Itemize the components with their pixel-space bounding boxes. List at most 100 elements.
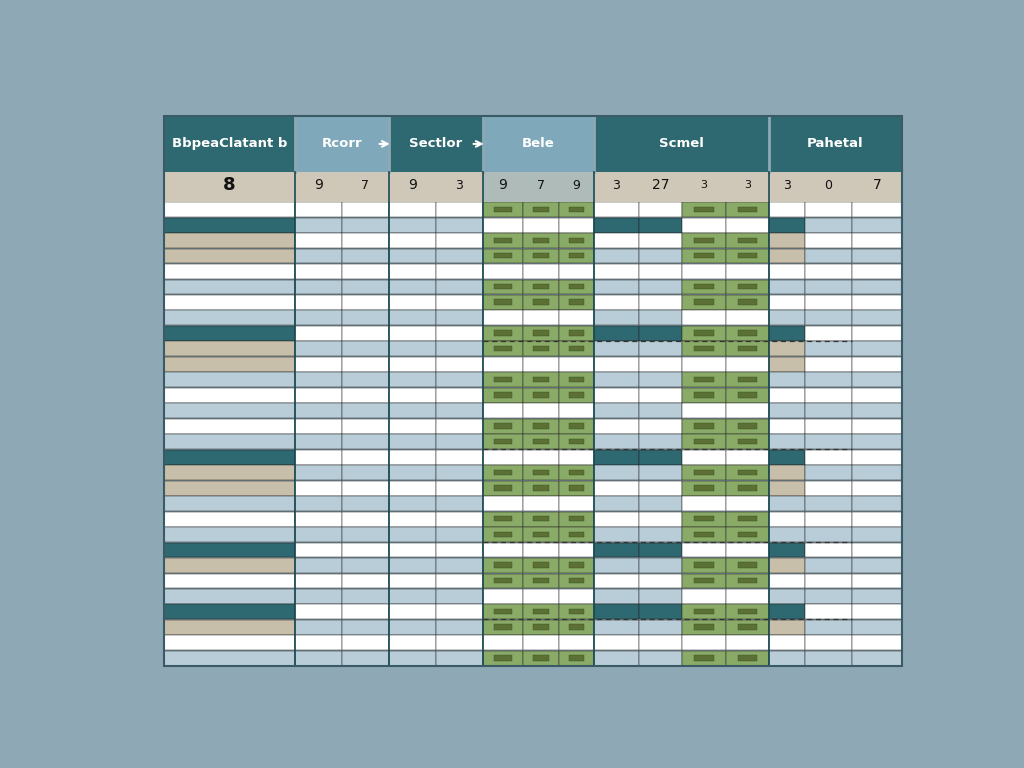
- Bar: [682, 202, 726, 217]
- Bar: [559, 357, 594, 372]
- Bar: [559, 481, 594, 495]
- Bar: [805, 403, 852, 419]
- Bar: [726, 233, 769, 248]
- Bar: [389, 116, 482, 172]
- Bar: [164, 450, 295, 465]
- Bar: [342, 372, 389, 387]
- Bar: [534, 655, 550, 660]
- Bar: [559, 310, 594, 326]
- Bar: [594, 310, 639, 326]
- Bar: [769, 202, 805, 217]
- Bar: [559, 511, 594, 527]
- Bar: [389, 342, 435, 356]
- Bar: [726, 558, 769, 573]
- Bar: [389, 527, 435, 542]
- Bar: [769, 558, 805, 573]
- Bar: [682, 651, 726, 666]
- Bar: [164, 558, 295, 573]
- Bar: [726, 589, 769, 604]
- Bar: [164, 342, 295, 356]
- Bar: [389, 233, 435, 248]
- Bar: [164, 295, 295, 310]
- Bar: [482, 326, 523, 341]
- Bar: [295, 116, 389, 172]
- Bar: [534, 439, 550, 444]
- Bar: [435, 280, 482, 294]
- Bar: [682, 450, 726, 465]
- Bar: [559, 280, 594, 294]
- Bar: [494, 237, 512, 243]
- Bar: [342, 511, 389, 527]
- Bar: [682, 496, 726, 511]
- Bar: [726, 280, 769, 294]
- Bar: [435, 434, 482, 449]
- Bar: [295, 217, 342, 233]
- Bar: [805, 419, 852, 434]
- Bar: [852, 465, 902, 480]
- Bar: [694, 562, 714, 568]
- Bar: [639, 635, 682, 650]
- Bar: [805, 511, 852, 527]
- Bar: [852, 434, 902, 449]
- Bar: [805, 465, 852, 480]
- Bar: [694, 423, 714, 429]
- Bar: [295, 295, 342, 310]
- Bar: [435, 635, 482, 650]
- Bar: [482, 342, 523, 356]
- Bar: [639, 202, 682, 217]
- Bar: [852, 403, 902, 419]
- Bar: [694, 439, 714, 444]
- Text: 3: 3: [783, 179, 791, 192]
- Bar: [342, 217, 389, 233]
- Bar: [639, 372, 682, 387]
- Bar: [295, 419, 342, 434]
- Bar: [694, 609, 714, 614]
- Bar: [482, 589, 523, 604]
- Bar: [852, 233, 902, 248]
- Bar: [737, 284, 757, 290]
- Bar: [805, 233, 852, 248]
- Bar: [682, 357, 726, 372]
- Bar: [295, 326, 342, 341]
- Bar: [594, 527, 639, 542]
- Text: 27: 27: [652, 178, 670, 192]
- Bar: [852, 217, 902, 233]
- Bar: [568, 423, 585, 429]
- Bar: [342, 233, 389, 248]
- Bar: [769, 589, 805, 604]
- Bar: [805, 558, 852, 573]
- Bar: [389, 249, 435, 263]
- Bar: [805, 202, 852, 217]
- Bar: [295, 249, 342, 263]
- Bar: [594, 326, 639, 341]
- Bar: [494, 624, 512, 630]
- Bar: [559, 434, 594, 449]
- Bar: [494, 207, 512, 212]
- Bar: [805, 372, 852, 387]
- Bar: [769, 249, 805, 263]
- Bar: [852, 481, 902, 495]
- Bar: [805, 342, 852, 356]
- Bar: [559, 388, 594, 402]
- Bar: [639, 450, 682, 465]
- Bar: [435, 295, 482, 310]
- Bar: [726, 295, 769, 310]
- Bar: [737, 423, 757, 429]
- Bar: [523, 465, 559, 480]
- Bar: [295, 342, 342, 356]
- Text: 3: 3: [456, 179, 463, 192]
- Bar: [435, 450, 482, 465]
- Bar: [559, 403, 594, 419]
- Bar: [389, 542, 435, 558]
- Bar: [594, 450, 639, 465]
- Bar: [594, 233, 639, 248]
- Bar: [769, 511, 805, 527]
- Bar: [639, 388, 682, 402]
- Bar: [342, 542, 389, 558]
- Bar: [559, 589, 594, 604]
- Bar: [726, 450, 769, 465]
- Bar: [852, 264, 902, 279]
- Bar: [342, 620, 389, 635]
- Bar: [523, 511, 559, 527]
- Bar: [694, 624, 714, 630]
